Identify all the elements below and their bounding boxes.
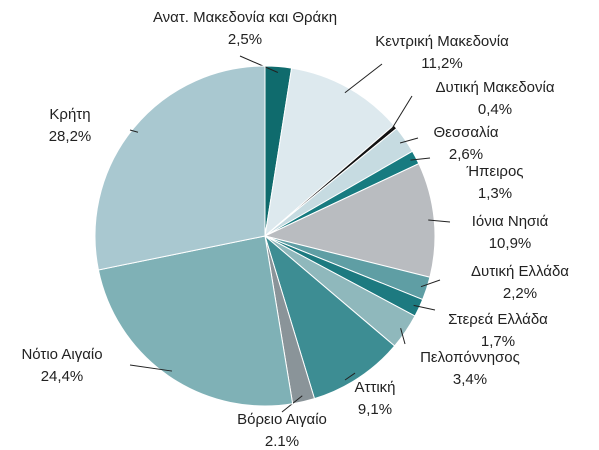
- slice-value-label: 28,2%: [49, 128, 92, 145]
- leader-line: [399, 137, 419, 144]
- leader-line: [344, 372, 356, 381]
- slice-value-label: 11,2%: [421, 55, 462, 72]
- pie-slice: [94, 65, 266, 271]
- leader-line: [239, 55, 279, 73]
- leader-line: [428, 219, 451, 223]
- slice-value-label: 0,4%: [478, 101, 512, 118]
- slice-label: Βόρειο Αιγαίο: [237, 411, 327, 428]
- slice-label: Ανατ. Μακεδονία και Θράκη: [153, 9, 337, 26]
- slice-value-label: 9,1%: [358, 401, 392, 418]
- slice-label: Θεσσαλία: [433, 124, 498, 141]
- slice-label: Νότιο Αιγαίο: [21, 346, 102, 363]
- leader-line: [129, 129, 139, 133]
- slice-value-label: 24,4%: [41, 368, 84, 385]
- slice-label: Ιόνια Νησιά: [472, 213, 549, 230]
- leader-line: [344, 63, 383, 94]
- slice-value-label: 1,7%: [481, 333, 515, 350]
- leader-line: [400, 328, 406, 345]
- slice-label: Κρήτη: [49, 106, 90, 123]
- slice-value-label: 10,9%: [489, 235, 532, 252]
- slice-label: Ήπειρος: [465, 163, 523, 180]
- leader-line: [410, 157, 431, 161]
- slice-label: Δυτική Ελλάδα: [471, 263, 569, 280]
- pie-slice: [263, 162, 436, 278]
- slice-value-label: 2.1%: [265, 433, 299, 450]
- slice-label: Αττική: [354, 379, 395, 396]
- pie-slice: [97, 235, 294, 407]
- pie-slice: [264, 234, 396, 400]
- leader-line: [129, 364, 173, 372]
- slice-value-label: 1,3%: [478, 185, 512, 202]
- leader-line: [390, 95, 413, 131]
- slice-label: Δυτική Μακεδονία: [435, 79, 554, 96]
- pie-slice: [264, 67, 395, 238]
- slice-label: Στερεά Ελλάδα: [448, 311, 548, 328]
- slice-value-label: 2,5%: [228, 31, 262, 48]
- slice-label: Πελοπόννησος: [420, 349, 520, 366]
- leader-line: [413, 304, 436, 311]
- slice-value-label: 2,2%: [503, 285, 537, 302]
- slice-label: Κεντρική Μακεδονία: [375, 33, 509, 50]
- slice-value-label: 2,6%: [449, 146, 483, 163]
- slice-value-label: 3,4%: [453, 371, 487, 388]
- leader-line: [420, 279, 441, 288]
